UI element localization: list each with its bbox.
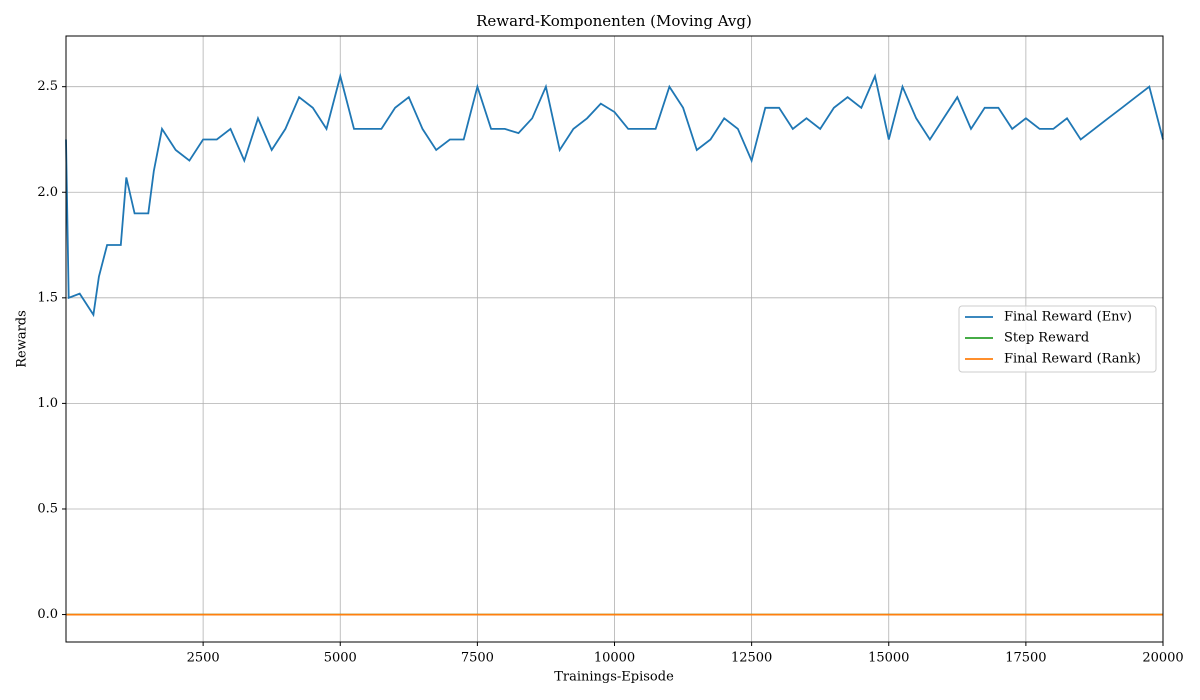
legend-label: Final Reward (Rank) [1004,352,1141,367]
x-tick-label: 5000 [324,651,357,666]
x-tick-label: 17500 [1005,651,1046,666]
plot-frame [65,35,1164,643]
x-tick-label: 20000 [1142,651,1183,666]
x-tick-label: 7500 [461,651,494,666]
legend-box [958,305,1157,373]
x-tick-label: 10000 [594,651,635,666]
y-tick-label: 0.5 [37,501,58,516]
y-tick-label: 0.0 [37,607,58,622]
x-axis-label: Trainings-Episode [554,670,674,685]
x-tick-label: 2500 [187,651,220,666]
y-tick-label: 2.0 [37,185,58,200]
y-tick-label: 1.0 [37,396,58,411]
y-tick-label: 1.5 [37,290,58,305]
x-tick-label: 12500 [731,651,772,666]
x-tick-label: 15000 [868,651,909,666]
y-axis-label: Rewards [15,310,30,368]
series-line [65,72,1164,318]
y-tick-label: 2.5 [37,79,58,94]
legend-label: Final Reward (Env) [1004,310,1132,325]
legend-label: Step Reward [1004,331,1089,346]
chart-title: Reward-Komponenten (Moving Avg) [476,12,752,30]
